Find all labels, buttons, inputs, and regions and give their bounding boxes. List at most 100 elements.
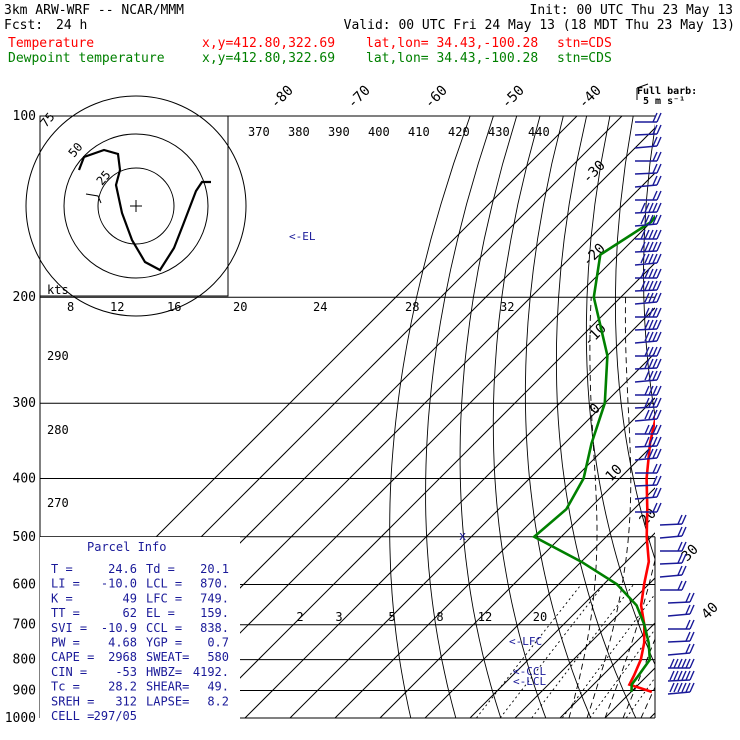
wind-barb-flag: [652, 370, 658, 381]
wind-barb-flag: [656, 346, 662, 357]
wind-barb-staff: [667, 652, 691, 656]
theta-label-left: 290: [47, 349, 69, 363]
dry-adiabat: [459, 116, 518, 718]
parcel-stat-value: 8.2: [207, 694, 229, 708]
isotherm-label-right: -30: [580, 158, 609, 187]
wind-barb-flag: [652, 253, 658, 264]
wind-barb-staff: [667, 679, 691, 682]
wind-barb-flag: [652, 409, 658, 420]
wind-barb-flag: [652, 397, 658, 408]
wind-barb-flag: [656, 424, 662, 435]
wind-barb-flag: [644, 319, 650, 330]
isotherm-line: [199, 262, 655, 718]
mixing-ratio-label: 8: [436, 610, 443, 624]
wind-barb: [668, 619, 695, 630]
wind-barb-flag: [648, 385, 654, 396]
wind-barb-staff: [659, 535, 683, 539]
wind-barb-staff: [634, 340, 658, 344]
wind-barb: [667, 604, 695, 617]
level-marker-lfc: <-LFC: [509, 635, 542, 648]
mixing-ratio-label: 20: [533, 610, 547, 624]
wind-barb-staff: [634, 445, 658, 448]
dry-adiabat: [671, 116, 740, 718]
wind-barb-flag: [681, 553, 687, 564]
wind-barb-flag: [673, 670, 679, 681]
level-marker-lcl: <-LCL: [513, 675, 546, 688]
wind-barb: [659, 526, 687, 539]
theta-label-left: 280: [47, 423, 69, 437]
valid-time: Valid: 00 UTC Fri 24 May 13 (18 MDT Thu …: [344, 18, 735, 33]
wind-barb-flag: [685, 592, 691, 603]
wind-barb-flag: [644, 253, 650, 264]
wind-barb-staff: [634, 262, 658, 266]
wind-barb: [634, 436, 662, 448]
speed-tick-label: 32: [500, 300, 514, 314]
wind-barb-flag: [640, 229, 646, 240]
temperature-xy: x,y=412.80,322.69: [202, 36, 335, 51]
isotherm-label-right: -20: [580, 241, 609, 270]
wind-barb-staff: [634, 418, 658, 422]
parcel-stat-label: LCL =: [146, 577, 182, 591]
parcel-stat-value: 49: [123, 591, 137, 605]
wind-barb-flag: [681, 682, 687, 693]
wind-barb-staff: [634, 484, 658, 487]
wind-barb-flag: [640, 214, 646, 225]
wind-barb-flag: [656, 307, 662, 318]
wind-barb: [635, 385, 662, 396]
isotherm-line: [154, 217, 655, 718]
isotherm-line: [695, 116, 740, 718]
pressure-label: 900: [13, 683, 36, 698]
barb-legend-icon: [636, 83, 649, 100]
parcel-stat-label: TT =: [51, 606, 80, 620]
level-marker-ccl: <-CCL: [513, 665, 546, 678]
wind-barb-flag: [652, 487, 658, 498]
wind-barb-flag: [644, 214, 650, 225]
wind-barb-flag: [677, 658, 683, 669]
theta-label-top: 430: [488, 125, 510, 139]
wind-barb-flag: [677, 514, 683, 525]
wind-barb-flag: [644, 268, 650, 279]
wind-barb-staff: [667, 640, 691, 643]
pressure-label: 1000: [5, 711, 36, 726]
wind-barb-staff: [634, 457, 658, 461]
wind-barb-flag: [685, 604, 691, 615]
theta-label-top: 400: [368, 125, 390, 139]
isotherm-label-right: 40: [699, 600, 722, 623]
isotherm-line: [424, 487, 655, 718]
wind-barb-staff: [634, 172, 658, 175]
wind-barb-flag: [685, 682, 691, 693]
wind-barb-flag: [644, 331, 650, 342]
isotherm-label-right: 10: [603, 462, 626, 485]
wind-barb-flag: [648, 202, 654, 213]
wind-barb-flag: [652, 268, 658, 279]
dry-adiabat: [697, 116, 740, 718]
wind-barb-flag: [644, 358, 650, 369]
wind-barb-flag: [689, 643, 695, 654]
wind-barb-flag: [648, 448, 654, 459]
wind-barb-staff: [634, 289, 658, 292]
dewpoint-station: stn=CDS: [557, 51, 612, 66]
parcel-stat-label: HWBZ=: [146, 665, 182, 679]
wind-barb: [659, 553, 687, 565]
pressure-label: 700: [13, 618, 36, 633]
wind-barb-flag: [677, 580, 683, 591]
wind-barb-flag: [656, 331, 662, 342]
wind-barb-flag: [656, 487, 662, 498]
wind-barb-flag: [669, 670, 675, 681]
wind-barb-flag: [681, 526, 687, 537]
wind-barb-flag: [644, 436, 650, 447]
wind-barb: [635, 112, 662, 123]
wind-barb-flag: [656, 397, 662, 408]
wind-barbs: [634, 112, 695, 695]
wind-barb-staff: [634, 250, 658, 253]
wind-barb-flag: [652, 331, 658, 342]
speed-tick-label: 24: [313, 300, 327, 314]
wind-barb-flag: [677, 553, 683, 564]
mixing-ratio-line: [589, 628, 655, 718]
wind-barb: [659, 565, 687, 578]
parcel-stat-value: 838.: [200, 621, 229, 635]
wind-barb-flag: [656, 163, 662, 174]
wind-barb: [635, 346, 662, 357]
parcel-stat-label: SHEAR=: [146, 680, 189, 694]
wind-barb-flag: [673, 658, 679, 669]
